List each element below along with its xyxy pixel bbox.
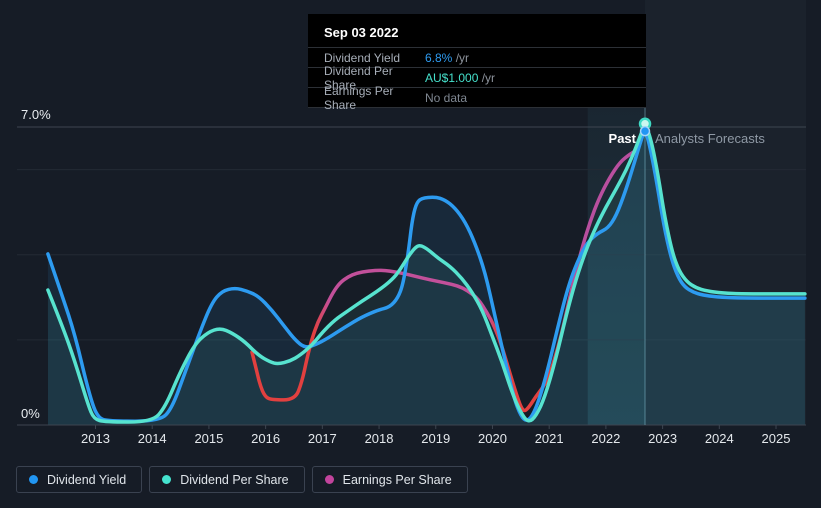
legend-label: Earnings Per Share: [342, 472, 452, 487]
tooltip-label: Dividend Per Share: [324, 63, 393, 92]
x-axis-label-2016: 2016: [251, 431, 281, 446]
dividend-yield-dot-icon: [29, 475, 38, 484]
legend-dividend-yield[interactable]: Dividend Yield: [16, 466, 143, 493]
x-axis-label-2019: 2019: [421, 431, 451, 446]
legend-earnings-per-share[interactable]: Earnings Per Share: [311, 466, 468, 493]
legend-label: Dividend Per Share: [180, 472, 289, 487]
y-axis-label-bottom: 0%: [21, 406, 40, 421]
x-axis-label-2014: 2014: [137, 431, 167, 446]
earnings-per-share-dot-icon: [324, 475, 334, 484]
chart-tooltip: Sep 03 2022 Dividend Yield 6.8% /yr Divi…: [308, 14, 646, 112]
analysts-forecasts-label: Analysts Forecasts: [655, 131, 765, 146]
x-axis-label-2022: 2022: [591, 431, 621, 446]
dividend-per-share-dot-icon: [162, 475, 172, 484]
x-axis-label-2023: 2023: [648, 431, 678, 446]
tooltip-value: No data: [425, 90, 468, 105]
x-axis-label-2018: 2018: [364, 431, 394, 446]
tooltip-label: Earnings Per Share: [324, 83, 394, 112]
x-axis-label-2025: 2025: [761, 431, 791, 446]
dividend-yield-marker: [639, 125, 651, 137]
dividend-chart[interactable]: [0, 0, 821, 456]
tooltip-label: Dividend Yield: [324, 50, 401, 65]
x-axis-label-2021: 2021: [534, 431, 564, 446]
y-axis-label-top: 7.0%: [21, 107, 51, 122]
legend-label: Dividend Yield: [47, 472, 127, 487]
tooltip-value: 6.8% /yr: [425, 50, 470, 65]
x-axis-label-2017: 2017: [307, 431, 337, 446]
tooltip-date: Sep 03 2022: [324, 25, 399, 40]
chart-legend: Dividend Yield Dividend Per Share Earnin…: [16, 466, 468, 493]
x-axis-label-2013: 2013: [81, 431, 110, 446]
dividend-per-share-area: [47, 127, 805, 425]
legend-dividend-per-share[interactable]: Dividend Per Share: [149, 466, 305, 493]
x-axis-label-2024: 2024: [704, 431, 734, 446]
tooltip-row-dividend-per-share: Dividend Per Share AU$1.000 /yr: [308, 64, 646, 92]
past-label: Past: [608, 131, 636, 146]
tooltip-row-dividend-yield: Dividend Yield 6.8% /yr: [308, 47, 646, 67]
tooltip-row-earnings-per-share: Earnings Per Share No data: [308, 84, 646, 112]
x-axis-label-2015: 2015: [194, 431, 224, 446]
tooltip-value: AU$1.000 /yr: [425, 70, 496, 85]
x-axis-label-2020: 2020: [478, 431, 507, 446]
